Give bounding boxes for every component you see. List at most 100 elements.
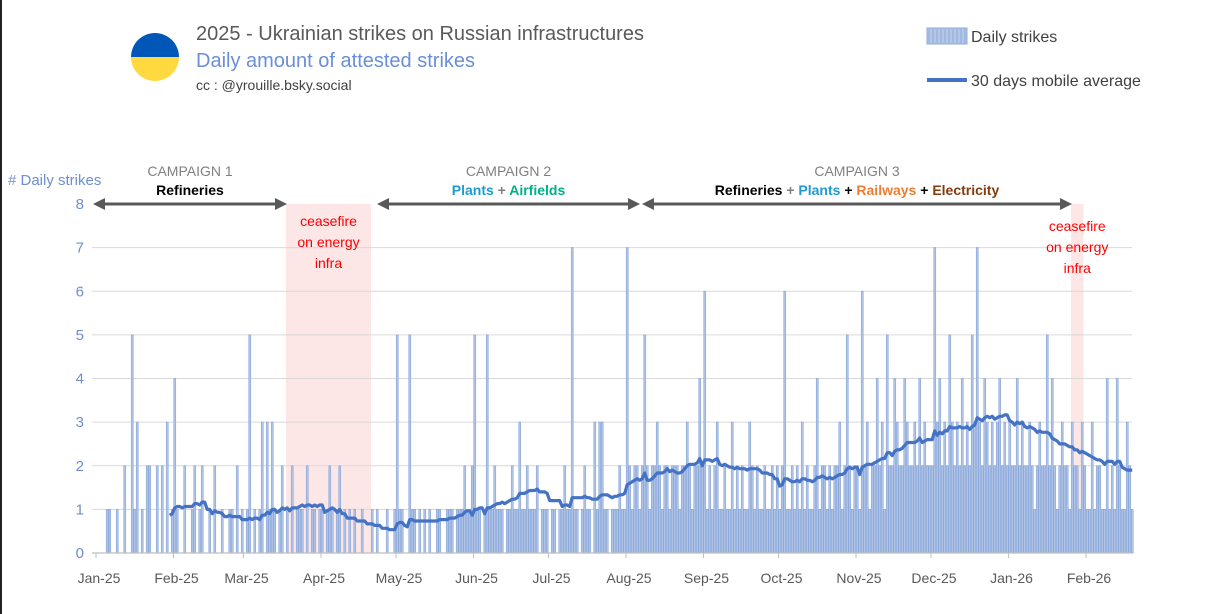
daily-strike-bar (710, 509, 714, 554)
daily-strike-bar (1103, 509, 1107, 554)
daily-strike-bar (450, 509, 454, 554)
daily-strike-bar (670, 465, 674, 554)
daily-strike-bar (528, 509, 532, 554)
daily-strike-bar (870, 465, 874, 554)
campaign-title: CAMPAIGN 2 (466, 163, 552, 179)
daily-strike-bar (1100, 509, 1104, 554)
campaign-title: CAMPAIGN 3 (814, 163, 900, 179)
daily-strike-bar (825, 509, 829, 554)
daily-strike-bar (663, 465, 667, 554)
daily-strike-bar (890, 465, 894, 554)
daily-strike-bar (148, 465, 152, 554)
ceasefire-label: infra (315, 255, 342, 271)
daily-strike-bar (165, 421, 169, 554)
daily-strike-bar (595, 509, 599, 554)
daily-strike-bar (665, 465, 669, 554)
daily-strike-bar (530, 509, 534, 554)
daily-strike-bar (498, 509, 502, 554)
daily-strike-bar (703, 290, 707, 554)
daily-strike-bar (675, 465, 679, 554)
daily-strike-bar (535, 465, 539, 554)
daily-strike-bar (735, 465, 739, 554)
daily-strike-bar (1013, 465, 1017, 554)
daily-strike-bar (873, 465, 877, 554)
daily-strike-bar (488, 509, 492, 554)
daily-strike-bar (730, 421, 734, 554)
daily-strike-bar (478, 509, 482, 554)
daily-strike-bar (883, 509, 887, 554)
daily-strike-bar (270, 421, 274, 554)
legend-bars-label: Daily strikes (971, 29, 1057, 46)
daily-strike-bar (495, 509, 499, 554)
daily-strike-bar (660, 509, 664, 554)
daily-strike-bar (525, 465, 529, 554)
daily-strike-bar (253, 509, 257, 554)
daily-strike-bar (920, 465, 924, 554)
daily-strike-bar (915, 465, 919, 554)
daily-strike-bar (1085, 509, 1089, 554)
daily-strike-bar (1035, 465, 1039, 554)
daily-strike-bar (240, 509, 244, 554)
daily-strike-bar (830, 509, 834, 554)
daily-strike-bar (773, 509, 777, 554)
daily-strike-bar (765, 509, 769, 554)
daily-strike-bar (858, 509, 862, 554)
campaign-target-: + (782, 182, 798, 198)
daily-strike-bar (908, 465, 912, 554)
daily-strike-bar (468, 509, 472, 554)
daily-strike-bar (1118, 465, 1122, 554)
daily-strike-bar (713, 465, 717, 554)
daily-strike-bar (973, 421, 977, 554)
daily-strike-bar (245, 509, 249, 554)
daily-strike-bar (1005, 465, 1009, 554)
daily-strike-bar (940, 465, 944, 554)
arrow-left-icon (642, 198, 654, 210)
daily-strike-bar (1090, 421, 1094, 554)
daily-strike-bar (838, 421, 842, 554)
daily-strike-bar (723, 465, 727, 554)
daily-strike-bar (753, 509, 757, 554)
daily-strike-bar (295, 509, 299, 554)
daily-strike-bar (843, 465, 847, 554)
daily-strike-bar (718, 509, 722, 554)
daily-strike-bar (990, 421, 994, 554)
daily-strike-bar (155, 465, 159, 554)
arrow-right-icon (628, 198, 640, 210)
daily-strike-bar (310, 509, 314, 554)
daily-strike-bar (818, 509, 822, 554)
daily-strike-bar (273, 509, 277, 554)
daily-strike-bar (135, 421, 139, 554)
arrow-right-icon (275, 198, 287, 210)
daily-strike-bar (130, 334, 134, 554)
y-tick-label: 2 (76, 458, 84, 475)
credit: cc : @yrouille.bsky.social (196, 77, 352, 93)
y-tick-label: 4 (76, 371, 84, 388)
daily-strike-bar (278, 509, 282, 554)
daily-strike-bar (955, 421, 959, 554)
daily-strike-bar (490, 509, 494, 554)
daily-strike-bar (593, 421, 597, 554)
daily-strike-bar (300, 509, 304, 554)
daily-strike-bar (643, 334, 647, 554)
daily-strike-bar (878, 465, 882, 554)
daily-strike-bar (680, 465, 684, 554)
campaign-target-refineries: Refineries (715, 182, 783, 198)
daily-strike-bar (783, 290, 787, 554)
daily-strike-bar (505, 509, 509, 554)
daily-strike-bar (515, 509, 519, 554)
daily-strike-bar (983, 378, 987, 554)
daily-strike-bar (888, 465, 892, 554)
daily-strike-bar (658, 465, 662, 554)
daily-strike-bar (760, 509, 764, 554)
campaign-target-refineries: Refineries (156, 182, 224, 198)
daily-strike-bar (400, 509, 404, 554)
daily-strike-bar (780, 465, 784, 554)
daily-strike-bar (688, 465, 692, 554)
daily-strike-bar (1120, 509, 1124, 554)
daily-strike-bar (875, 378, 879, 554)
chart-subtitle: Daily amount of attested strikes (196, 50, 475, 72)
daily-strike-bar (198, 509, 202, 554)
daily-strike-bar (768, 509, 772, 554)
daily-strike-bar (568, 509, 572, 554)
